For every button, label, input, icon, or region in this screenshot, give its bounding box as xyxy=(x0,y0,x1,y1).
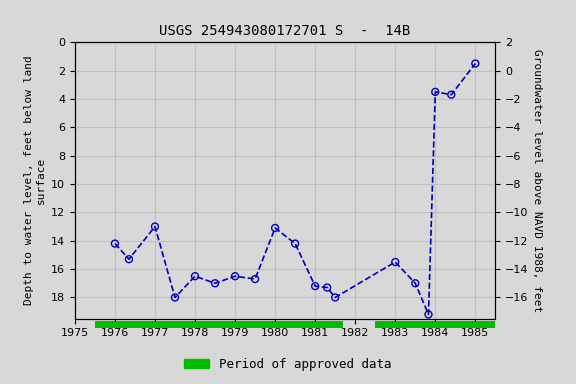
Point xyxy=(191,273,200,279)
Point xyxy=(230,273,240,279)
Point xyxy=(170,295,180,301)
Y-axis label: Depth to water level, feet below land
surface: Depth to water level, feet below land su… xyxy=(24,56,46,305)
Point xyxy=(447,92,456,98)
Y-axis label: Groundwater level above NAVD 1988, feet: Groundwater level above NAVD 1988, feet xyxy=(532,49,543,312)
Point xyxy=(411,280,420,286)
Point xyxy=(331,295,340,301)
Point xyxy=(124,256,134,262)
Point xyxy=(290,240,300,247)
Point xyxy=(424,311,433,318)
Point xyxy=(391,259,400,265)
Point xyxy=(471,60,480,66)
Point xyxy=(251,276,260,282)
Point xyxy=(210,280,219,286)
Point xyxy=(271,225,280,231)
Point xyxy=(431,89,440,95)
Point xyxy=(150,223,160,230)
Title: USGS 254943080172701 S  -  14B: USGS 254943080172701 S - 14B xyxy=(160,24,411,38)
Point xyxy=(111,240,120,247)
Legend: Period of approved data: Period of approved data xyxy=(179,353,397,376)
Point xyxy=(310,283,320,289)
Point xyxy=(323,285,332,291)
